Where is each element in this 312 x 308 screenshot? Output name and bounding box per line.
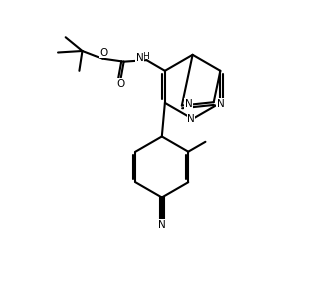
Text: N: N bbox=[136, 53, 144, 63]
Text: N: N bbox=[158, 220, 166, 230]
Text: H: H bbox=[142, 52, 149, 61]
Text: N: N bbox=[217, 99, 224, 109]
Text: N: N bbox=[185, 99, 193, 109]
Text: N: N bbox=[187, 114, 195, 124]
Text: O: O bbox=[99, 47, 107, 58]
Text: O: O bbox=[116, 79, 125, 89]
